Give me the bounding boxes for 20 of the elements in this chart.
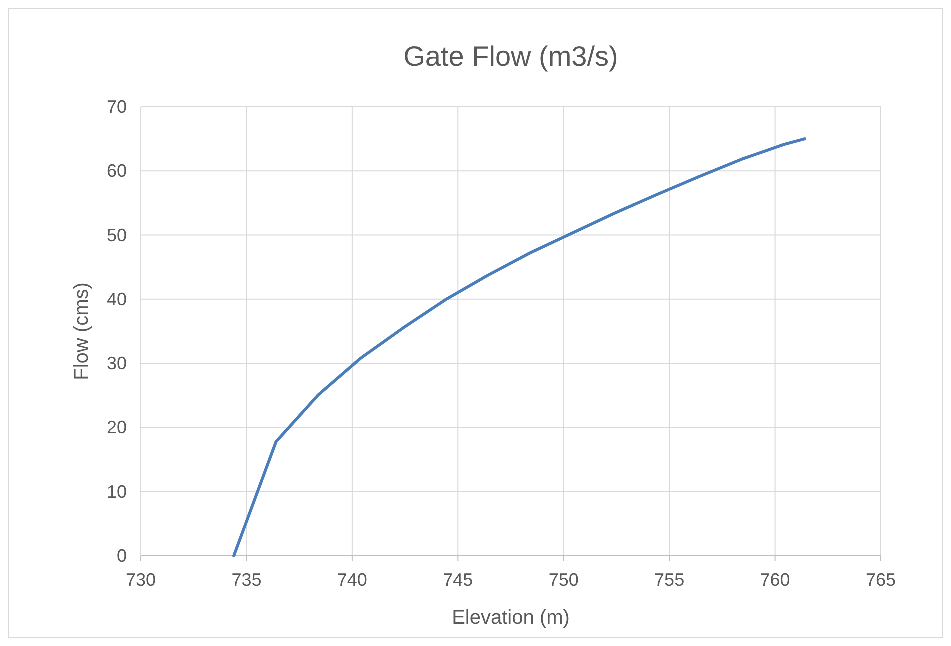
y-axis-title: Flow (cms) — [71, 282, 93, 380]
x-tick-label: 740 — [337, 570, 368, 590]
x-tick-label: 730 — [126, 570, 156, 590]
x-tick-label: 765 — [866, 570, 896, 590]
x-tick-label: 755 — [654, 570, 685, 590]
x-tick-label: 745 — [443, 570, 474, 590]
chart-title: Gate Flow (m3/s) — [404, 41, 618, 72]
x-axis-title: Elevation (m) — [452, 607, 570, 629]
y-tick-label: 60 — [106, 161, 127, 182]
y-tick-label: 20 — [106, 418, 127, 438]
y-tick-label: 40 — [106, 289, 127, 310]
y-tick-label: 0 — [116, 546, 127, 566]
y-tick-label: 10 — [106, 482, 127, 502]
x-tick-label: 750 — [548, 570, 579, 590]
y-tick-label: 30 — [106, 354, 127, 374]
y-tick-label: 70 — [106, 97, 127, 117]
y-tick-label: 50 — [106, 225, 127, 246]
x-tick-label: 735 — [232, 570, 262, 590]
line-series — [232, 138, 806, 558]
x-tick-label: 760 — [760, 570, 790, 590]
